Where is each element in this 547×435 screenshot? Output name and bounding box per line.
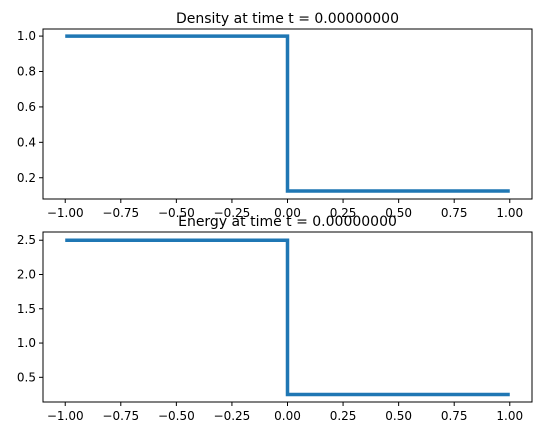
density-x-tick-label: −0.75 (102, 206, 139, 220)
energy-x-tick-label: −1.00 (47, 409, 84, 423)
density-panel: Density at time t = 0.00000000 −1.00 −0.7… (17, 11, 533, 220)
energy-y-tick-label: 1.0 (17, 336, 36, 350)
density-x-tick-label: 0.00 (274, 206, 301, 220)
density-y-tick-label: 0.2 (17, 171, 36, 185)
density-x-tick-label: 0.25 (330, 206, 357, 220)
energy-y-tick-label: 2.0 (17, 268, 36, 282)
density-series-line (65, 34, 510, 193)
density-x-tick-label: 1.00 (496, 206, 523, 220)
energy-y-tick-label: 0.5 (17, 370, 36, 384)
energy-title: Energy at time t = 0.00000000 (178, 214, 397, 230)
density-x-tick-label: −0.50 (158, 206, 195, 220)
density-title: Density at time t = 0.00000000 (176, 11, 399, 27)
energy-x-tick-label: 0.25 (330, 409, 357, 423)
energy-x-tick-label: 0.50 (385, 409, 412, 423)
density-y-tick-label: 0.8 (17, 65, 36, 79)
density-y-tick-label: 0.6 (17, 100, 36, 114)
density-x-tick-label: −1.00 (47, 206, 84, 220)
energy-x-tick-label: 0.75 (441, 409, 468, 423)
density-x-tick-label: 0.50 (385, 206, 412, 220)
energy-x-tick-label: 1.00 (496, 409, 523, 423)
density-plot-area: −1.00 −0.75 −0.50 −0.25 0.00 0.25 0.50 0.75 1.00… (17, 28, 533, 220)
energy-x-tick-label: −0.25 (214, 409, 251, 423)
energy-y-tick-label: 2.5 (17, 233, 36, 247)
density-x-tick-label: −0.25 (214, 206, 251, 220)
energy-x-tick-label: −0.75 (102, 409, 139, 423)
density-y-tick-label: 1.0 (17, 29, 36, 43)
energy-x-tick-label: −0.50 (158, 409, 195, 423)
energy-panel: Energy at time t = 0.00000000 −1.00 −0.75… (17, 214, 533, 423)
energy-y-tick-label: 1.5 (17, 302, 36, 316)
energy-plot-area: −1.00 −0.75 −0.50 −0.25 0.00 0.25 0.50 0.75 1.00… (17, 231, 533, 423)
density-x-tick-label: 0.75 (441, 206, 468, 220)
energy-series-line (65, 238, 510, 397)
density-y-tick-label: 0.4 (17, 135, 36, 149)
energy-x-tick-label: 0.00 (274, 409, 301, 423)
